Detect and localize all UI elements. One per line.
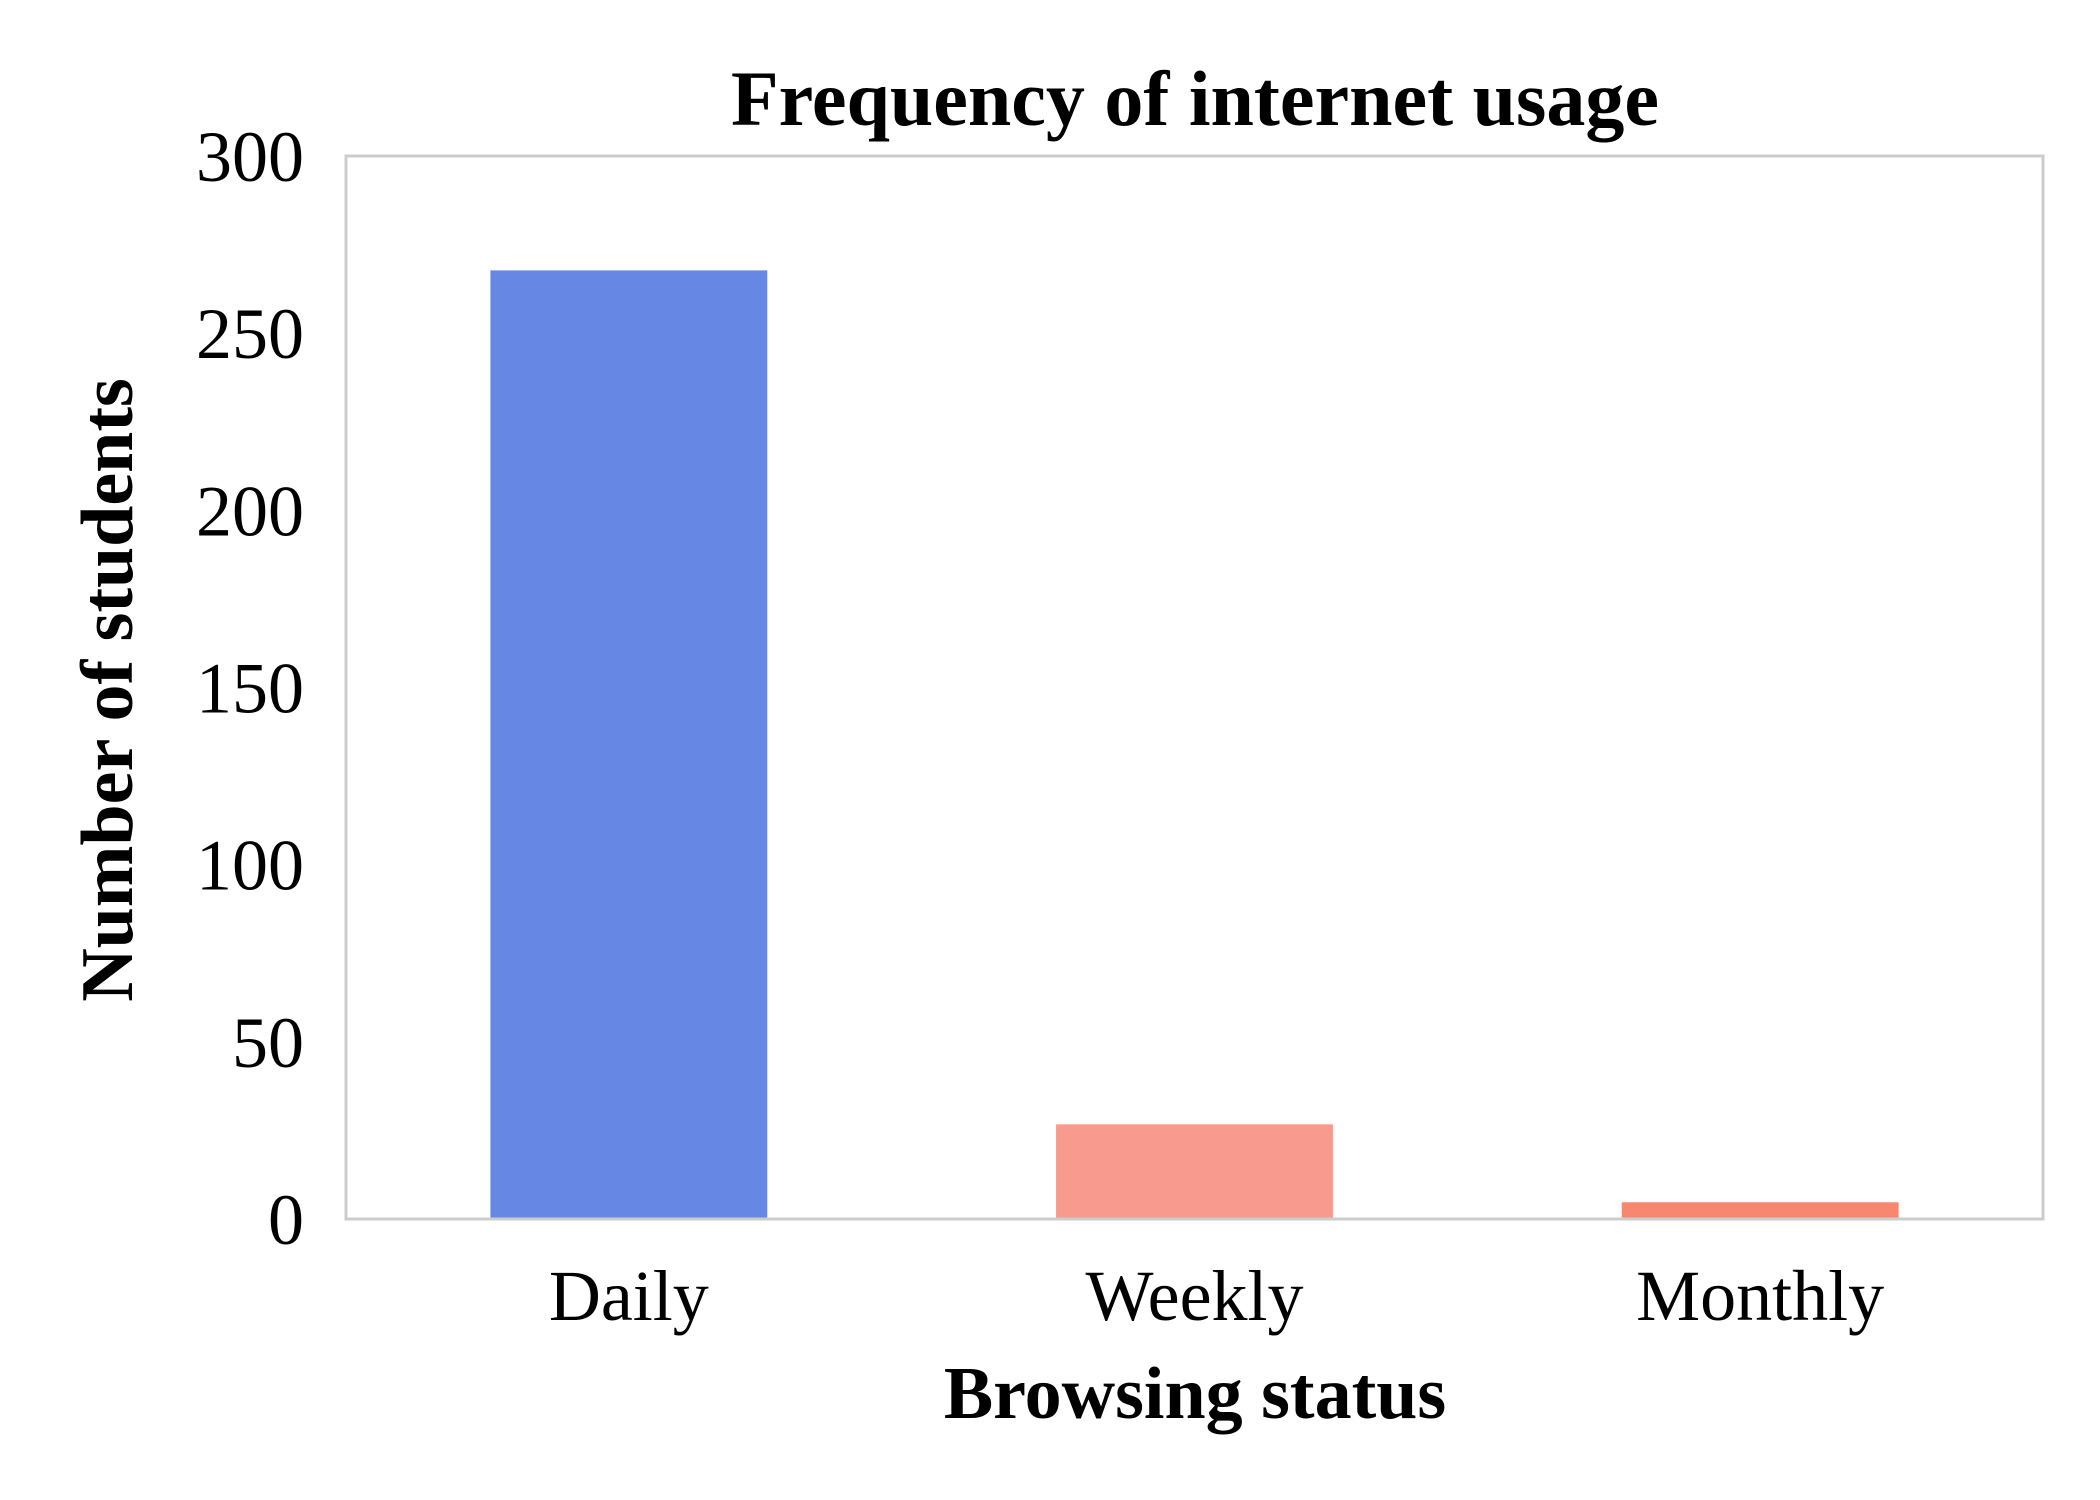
bar-monthly [1619,1200,1901,1220]
x-tick-label-monthly: Monthly [1636,1256,1884,1336]
chart-title: Frequency of internet usage [731,55,1659,142]
y-tick-label-50: 50 [232,1003,304,1083]
x-axis-label: Browsing status [944,1353,1446,1435]
y-tick-label-300: 300 [196,117,304,197]
bar-weekly [1054,1122,1335,1220]
bars [488,268,1901,1220]
plot-frame [344,154,2045,1221]
x-tick-label-daily: Daily [549,1256,709,1336]
y-tick-label-150: 150 [196,649,304,729]
bar-daily [488,268,770,1220]
y-tick-label-0: 0 [268,1180,304,1260]
x-tick-label-weekly: Weekly [1085,1256,1303,1336]
y-tick-label-200: 200 [196,471,304,551]
x-axis-ticks: Daily Weekly Monthly [549,1256,1884,1336]
y-tick-label-100: 100 [196,826,304,906]
y-tick-label-250: 250 [196,294,304,374]
y-axis-ticks: 0 50 100 150 200 250 300 [196,117,304,1260]
y-axis-label: Number of students [67,378,149,1002]
